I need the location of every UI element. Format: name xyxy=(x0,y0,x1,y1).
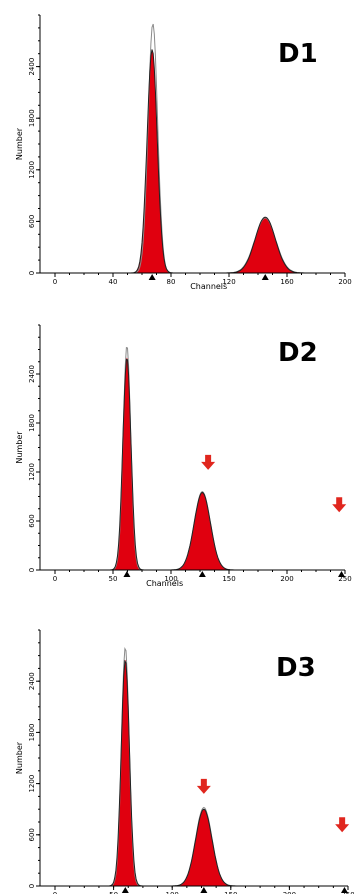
y-tick-label: 2400 xyxy=(28,365,36,383)
peak-marker xyxy=(123,571,131,577)
histogram-panel-1: 0 40 80 120 160 200 0 600 1200 1800 2400 Number Chan… xyxy=(15,14,352,291)
x-tick-label: 0 xyxy=(53,278,57,286)
peak-marker xyxy=(200,887,208,893)
histogram-panel-2: 0 50 100 150 200 250 0 600 1200 1800 2400 Number Cha… xyxy=(15,324,352,588)
x-tick-label: 100 xyxy=(164,575,177,583)
x-tick-label: 80 xyxy=(167,278,176,286)
model-fit-line xyxy=(55,49,345,274)
x-tick-label: 100 xyxy=(166,891,179,894)
y-axis-title: Number xyxy=(15,431,24,464)
histogram-panel-3: 0501001502002500600120018002400NumberD3 xyxy=(15,629,354,894)
y-axis-title: Number xyxy=(15,127,24,160)
x-tick-label: 150 xyxy=(222,575,235,583)
x-tick-label: 160 xyxy=(280,278,293,286)
x-axis-title: Channels xyxy=(146,579,183,588)
x-axis-title: Channels xyxy=(190,282,227,291)
y-axis-title: Number xyxy=(15,741,24,774)
x-tick-label: 50 xyxy=(109,891,118,894)
peak-marker xyxy=(198,571,206,577)
panel-label: D3 xyxy=(276,653,316,683)
y-tick-label: 1800 xyxy=(28,414,36,432)
y-tick-label: 1800 xyxy=(28,723,36,741)
y-tick-label: 0 xyxy=(28,271,36,275)
x-tick-label: 150 xyxy=(224,891,237,894)
peak-fill xyxy=(171,809,237,886)
y-tick-label: 0 xyxy=(28,884,36,888)
peak-marker xyxy=(121,887,129,893)
x-tick-label: 50 xyxy=(109,575,118,583)
x-tick-label: 0 xyxy=(53,575,57,583)
panel-label: D1 xyxy=(278,39,318,69)
red-down-arrow-icon xyxy=(332,497,347,513)
x-tick-label: 200 xyxy=(283,891,296,894)
x-tick-label: 250 xyxy=(338,575,351,583)
y-tick-label: 1200 xyxy=(28,775,36,793)
peak-fill xyxy=(224,217,306,273)
y-tick-label: 2400 xyxy=(28,672,36,690)
y-tick-label: 1200 xyxy=(28,161,36,179)
peak-fill xyxy=(169,492,235,570)
y-tick-label: 600 xyxy=(28,215,36,228)
x-tick-label: 200 xyxy=(280,575,293,583)
red-down-arrow-icon xyxy=(196,778,211,794)
y-tick-label: 1800 xyxy=(28,109,36,127)
x-tick-label: 0 xyxy=(53,891,57,894)
y-tick-label: 0 xyxy=(28,568,36,572)
peak-fill xyxy=(110,357,144,570)
peak-marker xyxy=(338,571,346,577)
x-tick-label: 40 xyxy=(109,278,118,286)
peak-marker xyxy=(340,887,348,893)
panel-label: D2 xyxy=(278,338,318,368)
y-tick-label: 600 xyxy=(28,514,36,527)
red-down-arrow-icon xyxy=(201,454,216,470)
y-tick-label: 2400 xyxy=(28,58,36,76)
peak-marker xyxy=(148,274,156,280)
peak-fill xyxy=(131,49,173,274)
x-tick-label: 200 xyxy=(338,278,351,286)
x-tick-label: 120 xyxy=(222,278,235,286)
red-down-arrow-icon xyxy=(335,817,350,833)
peak-marker xyxy=(261,274,269,280)
y-tick-label: 600 xyxy=(28,828,36,841)
peak-fill xyxy=(108,659,142,886)
y-tick-label: 1200 xyxy=(28,463,36,481)
